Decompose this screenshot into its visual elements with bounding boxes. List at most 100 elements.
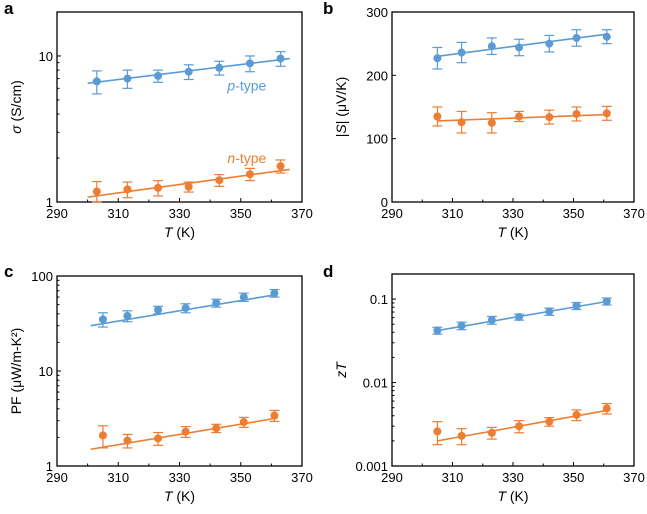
data-point — [572, 109, 581, 118]
data-point — [154, 183, 163, 192]
y-tick-label: 0.1 — [370, 292, 388, 307]
data-point — [433, 427, 442, 436]
fit-line — [437, 300, 610, 332]
x-tick-label: 350 — [563, 206, 585, 221]
x-tick-label: 290 — [46, 206, 68, 221]
y-axis-label: zT — [333, 361, 349, 379]
data-point — [545, 307, 554, 316]
y-tick-label: 10 — [39, 49, 53, 64]
label-part: T — [497, 224, 507, 240]
data-point — [181, 427, 190, 436]
data-point — [239, 418, 248, 427]
panel-b: b 290 310 330 350 370 0 100 200 300 T (K) |S| (μV/K… — [323, 0, 645, 240]
data-point — [215, 63, 224, 72]
plot-frame — [391, 11, 635, 203]
x-axis-label: T (K) — [164, 224, 195, 240]
data-point — [457, 48, 466, 57]
x-tick-label: 370 — [291, 206, 313, 221]
panel-letter: c — [4, 262, 13, 281]
label-part: (S/cm) — [8, 80, 24, 125]
label-part: -type — [235, 78, 266, 94]
label-part: S — [333, 124, 349, 134]
y-tick-label: 0.01 — [363, 376, 388, 391]
data-point — [545, 113, 554, 122]
series-p — [87, 51, 290, 95]
series-label-p: p-type — [226, 78, 266, 94]
y-tick-label: 0 — [381, 195, 388, 210]
x-tick-label: 370 — [623, 206, 645, 221]
x-tick-label: 310 — [107, 206, 129, 221]
data-point — [433, 112, 442, 121]
data-point — [602, 32, 611, 41]
data-point — [212, 424, 221, 433]
panel-letter: d — [323, 262, 333, 281]
data-point — [123, 311, 132, 320]
data-point — [245, 170, 254, 179]
data-point — [487, 428, 496, 437]
y-axis-label: PF (μW/m-K²) — [8, 328, 24, 415]
data-point — [154, 305, 163, 314]
x-tick-label: 330 — [169, 470, 191, 485]
data-point — [515, 422, 524, 431]
data-point — [245, 59, 254, 68]
data-point — [270, 289, 279, 298]
x-tick-label: 350 — [563, 470, 585, 485]
data-point — [433, 326, 442, 335]
data-point — [184, 182, 193, 191]
data-point — [276, 54, 285, 63]
label-part: T — [497, 488, 507, 504]
data-point — [215, 176, 224, 185]
series-p — [90, 288, 280, 328]
x-axis-label: T (K) — [497, 488, 528, 504]
x-tick-label: 370 — [623, 470, 645, 485]
data-point — [572, 410, 581, 419]
panel-d: d 290 310 330 350 370 0.001 0.01 0.1 T (K) zT — [323, 262, 645, 504]
data-point — [276, 162, 285, 171]
data-point — [92, 187, 101, 196]
label-part: p — [226, 78, 235, 94]
data-point — [487, 316, 496, 325]
data-point — [98, 431, 107, 440]
data-point — [487, 42, 496, 51]
data-point — [154, 434, 163, 443]
data-point — [457, 431, 466, 440]
data-point — [433, 54, 442, 63]
data-point — [515, 112, 524, 121]
series-label-n: n-type — [227, 150, 266, 166]
y-tick-label: 100 — [31, 269, 53, 284]
x-tick-label: 350 — [230, 470, 252, 485]
label-part: T — [164, 224, 174, 240]
data-point — [602, 404, 611, 413]
y-axis-label: |S| (μV/K) — [333, 77, 349, 137]
x-tick-label: 330 — [169, 206, 191, 221]
x-tick-label: 330 — [502, 470, 524, 485]
series-p — [432, 297, 612, 335]
data-point — [184, 67, 193, 76]
y-tick-label: 200 — [366, 68, 388, 83]
data-point — [602, 297, 611, 306]
data-point — [212, 298, 221, 307]
series-n — [432, 105, 612, 134]
x-tick-label: 290 — [46, 470, 68, 485]
y-tick-label: 300 — [366, 5, 388, 20]
label-part: n — [227, 150, 235, 166]
x-tick-label: 310 — [442, 470, 464, 485]
x-tick-label: 330 — [502, 206, 524, 221]
series-p — [432, 29, 612, 70]
x-tick-label: 310 — [107, 470, 129, 485]
data-point — [515, 43, 524, 52]
series-n — [87, 159, 290, 203]
series-n — [90, 409, 280, 451]
y-axis-label: σ (S/cm) — [8, 80, 24, 134]
x-tick-label: 290 — [381, 470, 403, 485]
data-point — [123, 74, 132, 83]
plot-frame — [56, 275, 303, 467]
label-part: | (μV/K) — [333, 77, 349, 124]
data-point — [487, 118, 496, 127]
label-part: | — [333, 134, 349, 138]
data-point — [572, 301, 581, 310]
data-point — [123, 436, 132, 445]
x-tick-label: 290 — [381, 206, 403, 221]
